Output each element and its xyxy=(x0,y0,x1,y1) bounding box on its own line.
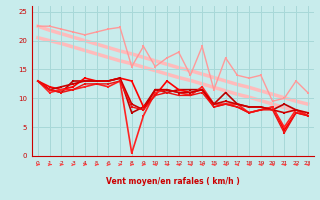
X-axis label: Vent moyen/en rafales ( km/h ): Vent moyen/en rafales ( km/h ) xyxy=(106,177,240,186)
